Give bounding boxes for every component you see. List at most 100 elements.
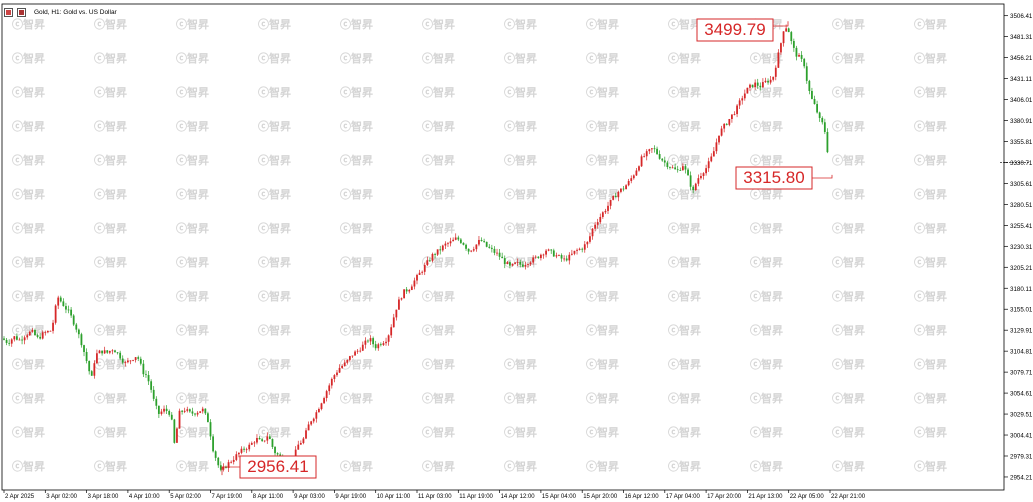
timeframe-icon[interactable] bbox=[17, 7, 26, 17]
candle-body bbox=[268, 436, 271, 439]
x-tick-label: 15 Apr 20:00 bbox=[583, 494, 618, 500]
candle-body bbox=[142, 363, 145, 375]
candle-body bbox=[209, 422, 212, 437]
candle-body bbox=[792, 41, 795, 48]
watermark-mark: ⓒ智昇 bbox=[94, 85, 127, 99]
watermark-mark: ⓒ智昇 bbox=[258, 391, 291, 405]
watermark-mark: ⓒ智昇 bbox=[750, 85, 783, 99]
x-tick-label: 9 Apr 19:00 bbox=[335, 494, 366, 500]
x-tick-label: 16 Apr 12:00 bbox=[625, 494, 660, 500]
watermark-mark: ⓒ智昇 bbox=[832, 255, 865, 269]
candle-body bbox=[565, 258, 568, 261]
candle-body bbox=[421, 271, 424, 273]
candle-body bbox=[661, 158, 664, 161]
candle-body bbox=[26, 335, 29, 338]
candle-body bbox=[542, 254, 545, 256]
candle-body bbox=[635, 170, 638, 176]
candle-body bbox=[617, 191, 620, 198]
candle-body bbox=[207, 413, 209, 423]
candle-body bbox=[599, 216, 602, 223]
watermark-mark: ⓒ智昇 bbox=[340, 289, 373, 303]
candle-body bbox=[157, 405, 160, 414]
y-tick-label: 3029.51 bbox=[1010, 412, 1033, 419]
watermark-mark: ⓒ智昇 bbox=[94, 119, 127, 133]
candle-body bbox=[511, 263, 514, 266]
watermark-mark: ⓒ智昇 bbox=[176, 221, 209, 235]
candle-body bbox=[49, 330, 52, 332]
price-axis[interactable]: 3506.41 3481.31 3456.21 3431.11 3406.01 3380.… bbox=[1, 3, 1033, 491]
candle-body bbox=[823, 122, 826, 132]
watermark-mark: ⓒ智昇 bbox=[832, 391, 865, 405]
candle-body bbox=[361, 344, 364, 351]
candle-body bbox=[485, 241, 488, 247]
y-tick-label: 2979.31 bbox=[1010, 453, 1033, 460]
candle-body bbox=[689, 175, 692, 187]
candle-body bbox=[129, 360, 132, 362]
watermark-mark: ⓒ智昇 bbox=[832, 153, 865, 167]
candle-body bbox=[700, 175, 702, 179]
candle-body bbox=[426, 260, 429, 266]
candle-body bbox=[707, 161, 710, 169]
watermark-mark: ⓒ智昇 bbox=[12, 289, 45, 303]
watermark-mark: ⓒ智昇 bbox=[504, 391, 537, 405]
candle-body bbox=[795, 47, 798, 57]
watermark-mark: ⓒ智昇 bbox=[176, 255, 209, 269]
candle-body bbox=[720, 128, 723, 136]
y-tick-label: 3305.61 bbox=[1010, 181, 1033, 188]
candle-body bbox=[217, 457, 220, 466]
watermark-mark: ⓒ智昇 bbox=[832, 17, 865, 31]
candle-body bbox=[232, 459, 235, 462]
watermark-mark: ⓒ智昇 bbox=[586, 85, 619, 99]
candle-body bbox=[134, 357, 137, 361]
candle-body bbox=[702, 173, 705, 176]
y-tick-label: 3230.31 bbox=[1010, 244, 1033, 251]
time-axis[interactable]: 2 Apr 2025 3 Apr 02:00 3 Apr 18:00 4 Apr 10… bbox=[3, 490, 866, 500]
candle-body bbox=[364, 340, 367, 345]
candle-body bbox=[509, 262, 511, 266]
watermark-mark: ⓒ智昇 bbox=[12, 459, 45, 473]
candle-body bbox=[782, 31, 785, 44]
candle-body bbox=[604, 210, 607, 213]
watermark-mark: ⓒ智昇 bbox=[668, 459, 701, 473]
candle-body bbox=[90, 371, 93, 376]
watermark-mark: ⓒ智昇 bbox=[422, 153, 455, 167]
candle-body bbox=[261, 439, 264, 441]
candle-body bbox=[382, 343, 385, 345]
candle-body bbox=[44, 332, 47, 334]
symbol-icon[interactable] bbox=[4, 7, 13, 17]
watermark-mark: ⓒ智昇 bbox=[340, 425, 373, 439]
candle-body bbox=[351, 355, 354, 357]
candle-body bbox=[436, 249, 439, 255]
candle-body bbox=[656, 148, 658, 155]
candle-body bbox=[441, 245, 444, 251]
candle-body bbox=[359, 350, 362, 352]
candle-body bbox=[328, 385, 331, 392]
watermark-mark: ⓒ智昇 bbox=[750, 425, 783, 439]
watermark-mark: ⓒ智昇 bbox=[12, 17, 45, 31]
candle-body bbox=[163, 408, 165, 412]
watermark-mark: ⓒ智昇 bbox=[750, 119, 783, 133]
candle-body bbox=[204, 408, 207, 414]
candle-body bbox=[769, 79, 772, 83]
candle-body bbox=[400, 298, 403, 300]
candle-body bbox=[738, 100, 741, 106]
candle-body bbox=[145, 374, 147, 376]
watermark-mark: ⓒ智昇 bbox=[668, 51, 701, 65]
candle-body bbox=[454, 237, 457, 240]
callout-label: 3499.79 bbox=[704, 20, 765, 39]
candle-body bbox=[785, 28, 788, 32]
candle-body bbox=[483, 241, 486, 242]
candle-body bbox=[408, 289, 411, 292]
candle-body bbox=[310, 421, 313, 425]
candle-body bbox=[578, 248, 581, 250]
candle-body bbox=[240, 448, 243, 453]
candle-body bbox=[816, 104, 818, 113]
candle-body bbox=[369, 338, 372, 342]
y-tick-label: 3104.81 bbox=[1010, 349, 1033, 356]
candle-body bbox=[392, 317, 395, 328]
x-tick-label: 5 Apr 02:00 bbox=[170, 494, 201, 500]
watermark-mark: ⓒ智昇 bbox=[176, 459, 209, 473]
watermark-mark: ⓒ智昇 bbox=[258, 255, 291, 269]
